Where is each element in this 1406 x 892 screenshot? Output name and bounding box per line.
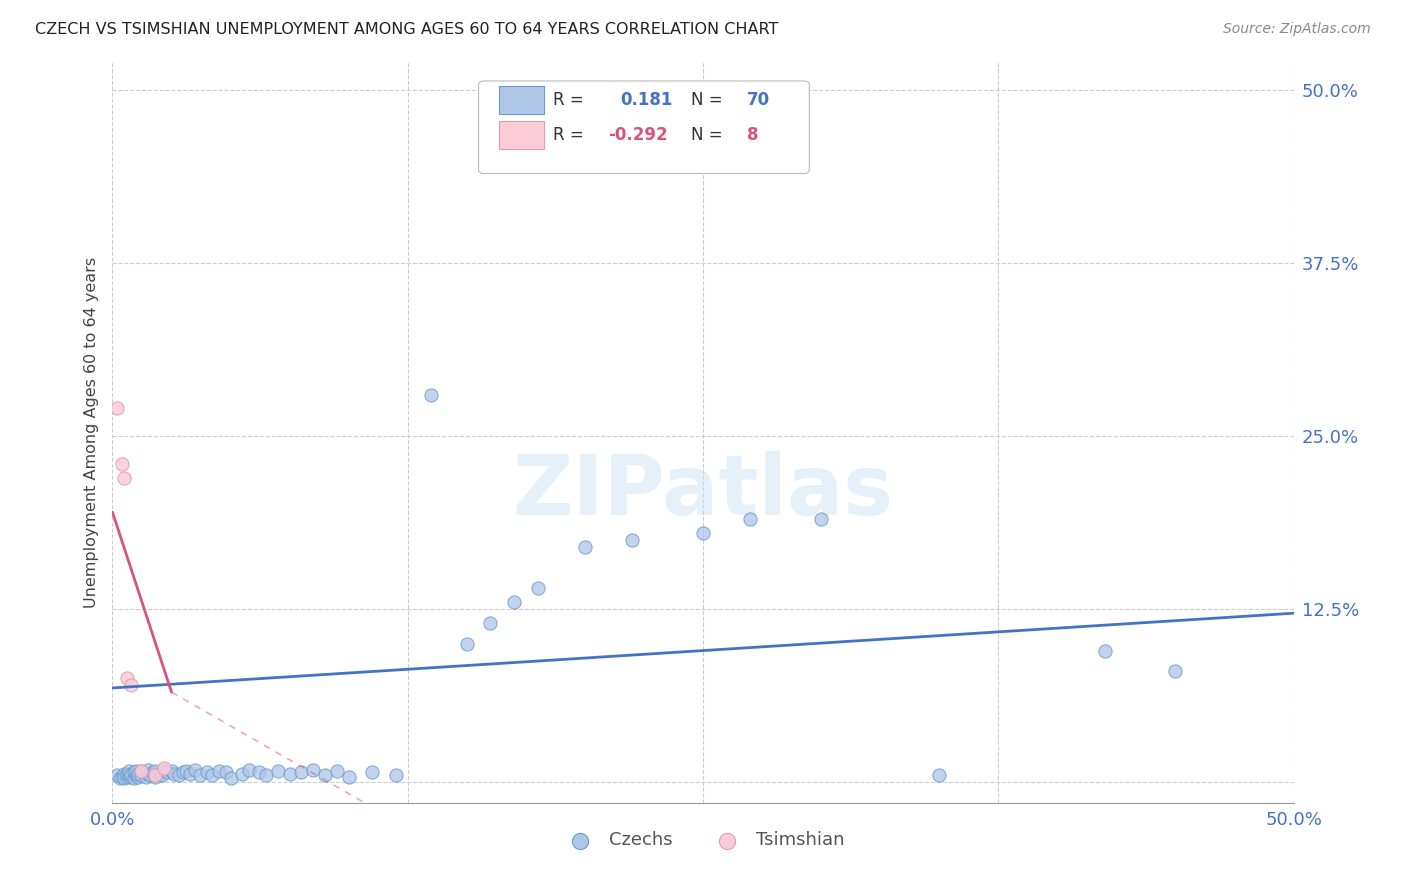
Point <box>928 768 950 782</box>
Point <box>167 768 190 782</box>
Point <box>184 763 207 777</box>
Text: ZIPatlas: ZIPatlas <box>513 451 893 533</box>
Point <box>456 637 478 651</box>
Point <box>122 765 145 780</box>
Point <box>132 765 155 780</box>
Point <box>208 764 231 778</box>
Text: 0.181: 0.181 <box>620 91 672 109</box>
Text: 8: 8 <box>747 126 758 144</box>
Point <box>112 470 135 484</box>
Text: R =: R = <box>553 126 583 144</box>
Point <box>1164 665 1187 679</box>
Point <box>179 766 201 780</box>
Point <box>326 764 349 778</box>
Point <box>692 525 714 540</box>
Point <box>163 766 186 780</box>
Text: -0.292: -0.292 <box>609 126 668 144</box>
Y-axis label: Unemployment Among Ages 60 to 64 years: Unemployment Among Ages 60 to 64 years <box>83 257 98 608</box>
Point <box>112 771 135 785</box>
Point <box>129 768 152 782</box>
Point <box>127 770 149 784</box>
Point <box>385 768 408 782</box>
Point <box>810 512 832 526</box>
Point <box>115 766 138 780</box>
Point <box>267 764 290 778</box>
Point <box>149 766 172 780</box>
Point <box>201 768 224 782</box>
Point <box>247 765 270 780</box>
FancyBboxPatch shape <box>499 87 544 114</box>
Point <box>219 771 242 785</box>
Legend: Czechs, Tsimshian: Czechs, Tsimshian <box>555 824 851 856</box>
Point <box>122 771 145 785</box>
Point <box>153 763 176 777</box>
Point <box>136 763 159 777</box>
Point <box>231 766 253 780</box>
Text: N =: N = <box>692 126 723 144</box>
Point <box>526 582 548 596</box>
Point <box>129 764 152 778</box>
Point <box>574 540 596 554</box>
Point <box>142 765 165 780</box>
Point <box>188 768 211 782</box>
Point <box>118 768 141 782</box>
Point <box>174 764 197 778</box>
Text: N =: N = <box>692 91 723 109</box>
Point <box>111 457 134 471</box>
Point <box>115 770 138 784</box>
Point <box>125 764 148 778</box>
Point <box>112 766 135 780</box>
Point <box>115 671 138 685</box>
Point <box>139 768 162 782</box>
Point <box>160 764 183 778</box>
Point <box>314 768 336 782</box>
Point <box>143 768 166 782</box>
Point <box>105 768 128 782</box>
Point <box>143 764 166 778</box>
Point <box>1094 643 1116 657</box>
Point <box>120 770 142 784</box>
Text: R =: R = <box>553 91 583 109</box>
Point <box>503 595 526 609</box>
Point <box>129 764 152 778</box>
Point <box>479 615 502 630</box>
Point <box>118 764 141 778</box>
Point <box>120 678 142 692</box>
Point <box>302 763 325 777</box>
Point <box>153 761 176 775</box>
FancyBboxPatch shape <box>499 121 544 149</box>
Point <box>105 401 128 416</box>
Point <box>111 770 134 784</box>
Point <box>621 533 644 547</box>
Text: CZECH VS TSIMSHIAN UNEMPLOYMENT AMONG AGES 60 TO 64 YEARS CORRELATION CHART: CZECH VS TSIMSHIAN UNEMPLOYMENT AMONG AG… <box>35 22 779 37</box>
Text: 70: 70 <box>747 91 770 109</box>
FancyBboxPatch shape <box>478 81 810 173</box>
Point <box>150 768 173 782</box>
Text: Source: ZipAtlas.com: Source: ZipAtlas.com <box>1223 22 1371 37</box>
Point <box>127 766 149 780</box>
Point <box>290 765 312 780</box>
Point <box>238 763 260 777</box>
Point <box>120 766 142 780</box>
Point <box>215 765 238 780</box>
Point <box>278 766 301 780</box>
Point <box>108 771 131 785</box>
Point <box>195 765 218 780</box>
Point <box>337 770 360 784</box>
Point <box>740 512 762 526</box>
Point <box>172 765 194 780</box>
Point <box>156 765 179 780</box>
Point <box>135 770 157 784</box>
Point <box>254 768 277 782</box>
Point <box>361 765 384 780</box>
Point <box>143 770 166 784</box>
Point <box>136 766 159 780</box>
Point <box>125 768 148 782</box>
Point <box>420 387 443 401</box>
